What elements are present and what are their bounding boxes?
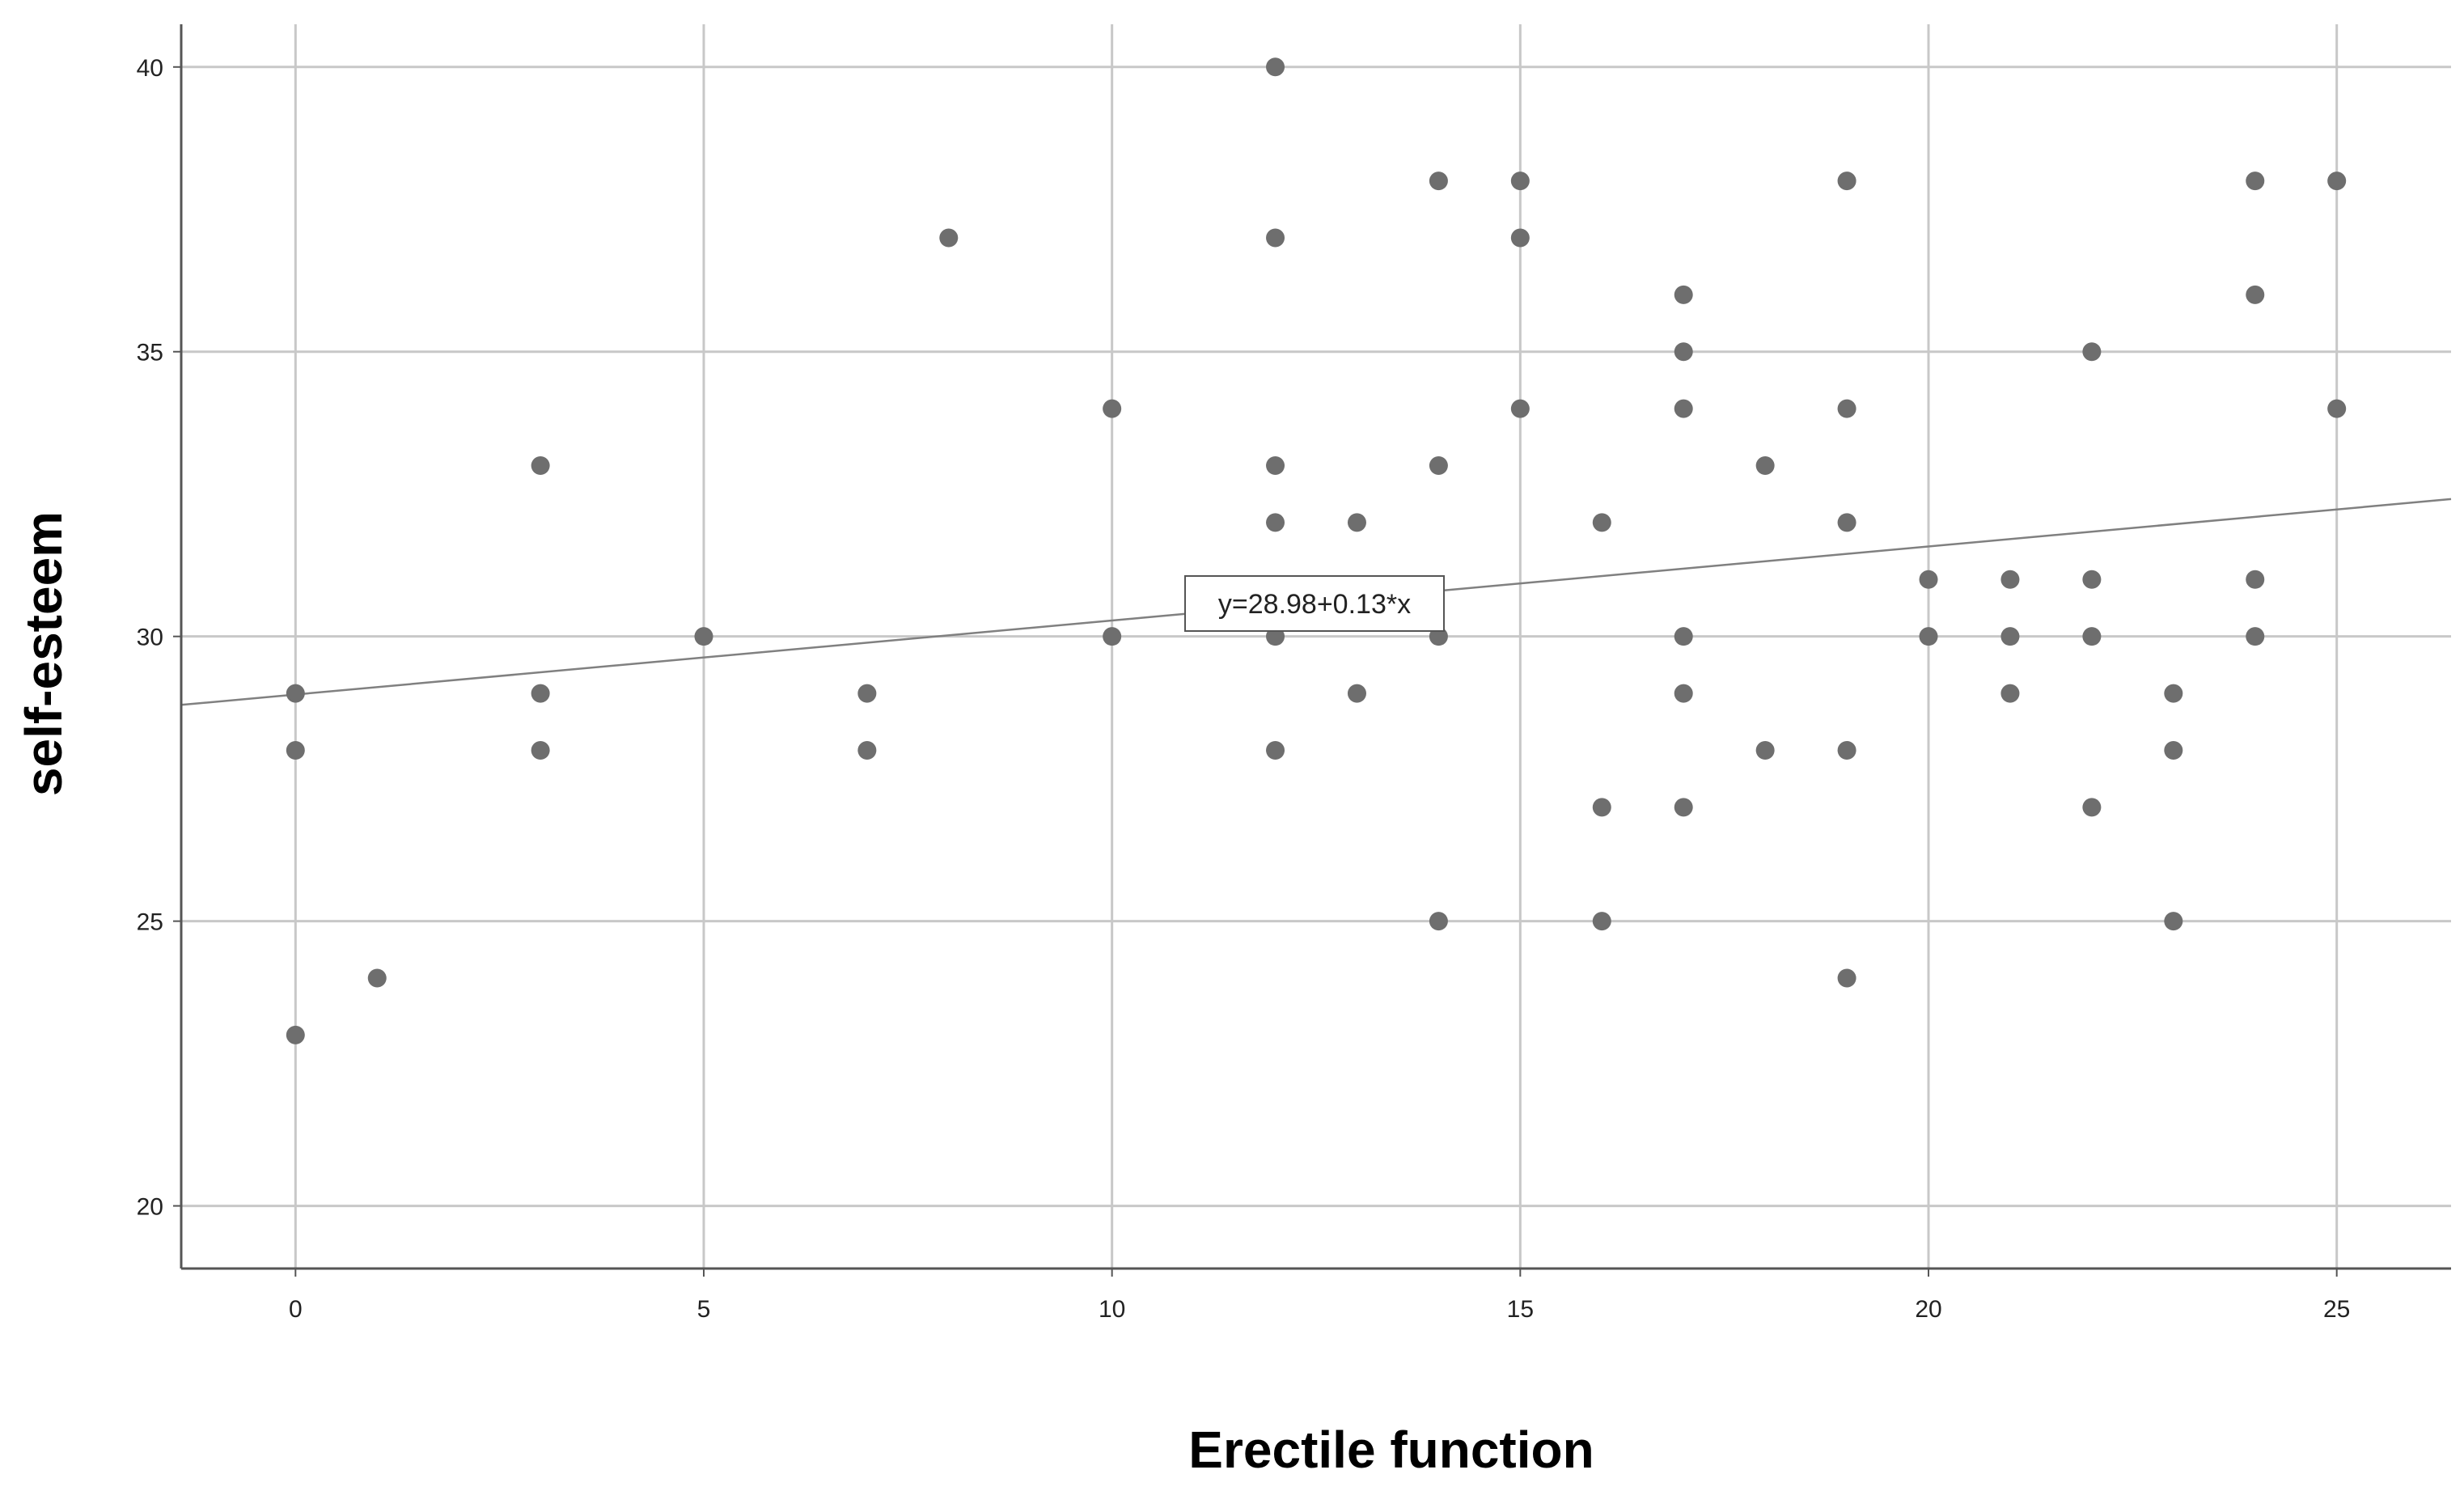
y-tick-label: 20 [137, 1194, 163, 1221]
data-point [1266, 456, 1285, 476]
data-point [1103, 627, 1122, 646]
data-point [1592, 912, 1611, 931]
data-point [531, 684, 550, 703]
y-tick-label: 25 [137, 909, 163, 936]
data-point [857, 740, 877, 760]
data-point [1674, 627, 1693, 646]
y-tick-label: 40 [137, 55, 163, 82]
data-point [1755, 740, 1775, 760]
data-point [1755, 456, 1775, 476]
x-tick-label: 20 [1915, 1296, 1941, 1323]
data-point [2246, 627, 2265, 646]
data-point [2246, 285, 2265, 304]
data-point [2082, 342, 2102, 362]
data-point [1919, 570, 1938, 589]
tick-label-layer: 0 5 10 15 20 25 20 25 30 35 40 [137, 55, 2351, 1323]
points-layer [286, 57, 2347, 1044]
data-point [1266, 740, 1285, 760]
data-point [1674, 798, 1693, 817]
data-point [531, 456, 550, 476]
data-point [1266, 57, 1285, 77]
data-point [367, 968, 387, 988]
data-point [1510, 399, 1530, 418]
data-point [694, 627, 713, 646]
y-tick-label: 35 [137, 340, 163, 366]
data-point [2246, 570, 2265, 589]
data-point [1674, 285, 1693, 304]
equation-layer: y=28.98+0.13*x [1184, 575, 1445, 632]
y-axis-title: self-esteem [15, 511, 73, 796]
data-point [2327, 172, 2347, 191]
fit-equation-label: y=28.98+0.13*x [1218, 589, 1411, 620]
data-point [1510, 228, 1530, 248]
data-point [2164, 740, 2183, 760]
data-point [1592, 513, 1611, 532]
data-point [2327, 399, 2347, 418]
data-point [2082, 570, 2102, 589]
data-point [1837, 513, 1856, 532]
x-tick-label: 10 [1099, 1296, 1125, 1323]
data-point [2000, 627, 2020, 646]
data-point [1429, 456, 1448, 476]
grid-layer [181, 24, 2451, 1269]
data-point [1837, 968, 1856, 988]
x-tick-label: 0 [289, 1296, 303, 1323]
data-point [1674, 342, 1693, 362]
x-tick-label: 25 [2323, 1296, 2350, 1323]
data-point [1347, 513, 1366, 532]
data-point [2082, 627, 2102, 646]
data-point [1266, 228, 1285, 248]
data-point [1674, 684, 1693, 703]
data-point [1837, 740, 1856, 760]
y-tick-label: 30 [137, 625, 163, 651]
x-axis-title: Erectile function [1188, 1421, 1594, 1479]
data-point [2246, 172, 2265, 191]
data-point [2000, 570, 2020, 589]
data-point [1103, 399, 1122, 418]
data-point [2164, 912, 2183, 931]
equation-box [1184, 575, 1445, 632]
data-point [939, 228, 959, 248]
data-point [2164, 684, 2183, 703]
x-tick-label: 15 [1507, 1296, 1534, 1323]
data-point [1429, 912, 1448, 931]
data-point [1919, 627, 1938, 646]
data-point [1510, 172, 1530, 191]
data-point [1429, 172, 1448, 191]
data-point [531, 740, 550, 760]
data-point [2000, 684, 2020, 703]
data-point [1266, 513, 1285, 532]
data-point [1837, 399, 1856, 418]
data-point [286, 1025, 305, 1044]
data-point [1347, 684, 1366, 703]
data-point [2082, 798, 2102, 817]
data-point [1592, 798, 1611, 817]
data-point [857, 684, 877, 703]
data-point [286, 740, 305, 760]
axis-layer [173, 24, 2451, 1277]
x-tick-label: 5 [697, 1296, 711, 1323]
data-point [286, 684, 305, 703]
data-point [1674, 399, 1693, 418]
data-point [1837, 172, 1856, 191]
